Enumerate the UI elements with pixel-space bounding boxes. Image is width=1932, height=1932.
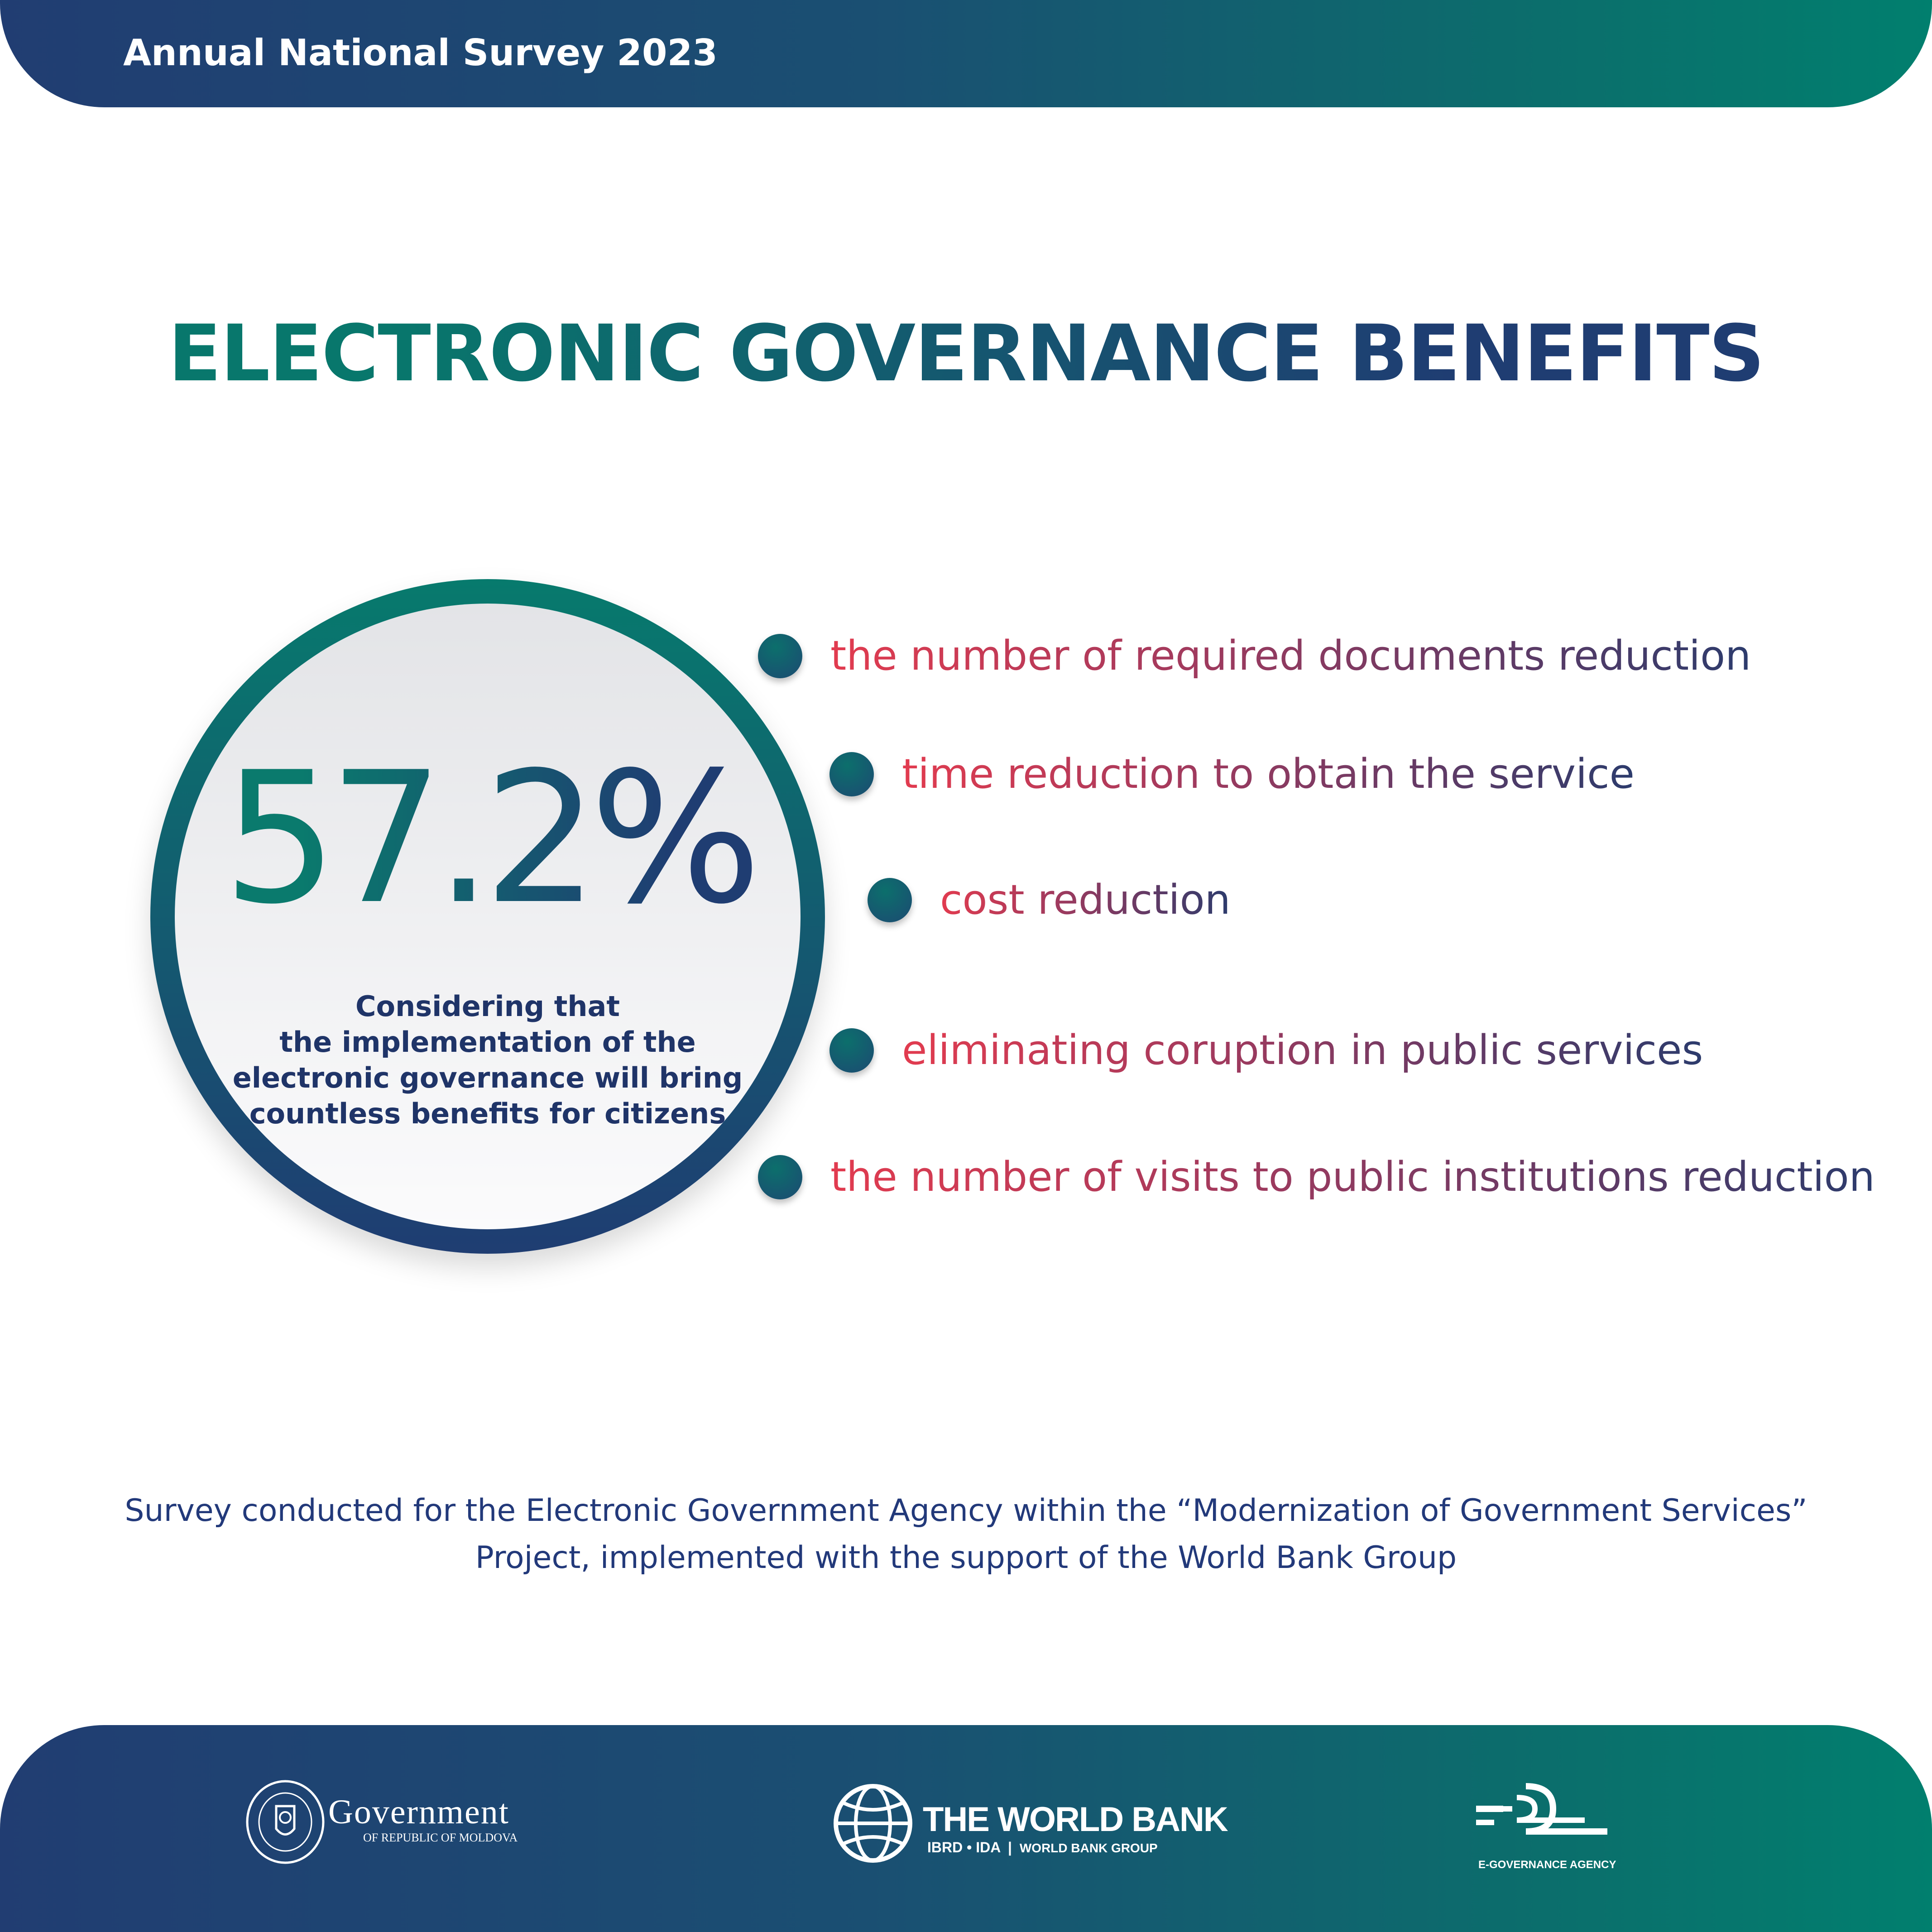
world-bank-group: WORLD BANK GROUP xyxy=(1019,1841,1158,1855)
stat-circle: 57.2% Considering that the implementatio… xyxy=(150,579,825,1254)
footnote-line: Project, implemented with the support of… xyxy=(475,1540,1457,1576)
world-bank-sub: IBRD • IDA | WORLD BANK GROUP xyxy=(927,1839,1158,1856)
page-title: ELECTRONIC GOVERNANCE BENEFITS xyxy=(0,308,1932,399)
header-bar: Annual National Survey 2023 xyxy=(0,0,1932,107)
egov-agency-name: E-GOVERNANCE AGENCY xyxy=(1478,1859,1616,1871)
footnote-line: Survey conducted for the Electronic Gove… xyxy=(125,1493,1807,1529)
benefit-item: cost reduction xyxy=(868,876,1231,924)
bullet-dot-icon xyxy=(868,877,912,922)
benefit-item: time reduction to obtain the service xyxy=(829,750,1635,798)
caption-line: the implementation of the xyxy=(279,1026,696,1059)
caption-line: electronic governance will bring xyxy=(232,1061,743,1094)
globe-icon xyxy=(834,1784,912,1863)
government-sub: OF REPUBLIC OF MOLDOVA xyxy=(363,1831,518,1844)
benefit-text: the number of visits to public instituti… xyxy=(830,1153,1875,1201)
moldova-seal-icon xyxy=(246,1780,325,1864)
bullet-dot-icon xyxy=(758,1155,802,1199)
benefit-text: time reduction to obtain the service xyxy=(902,750,1635,798)
benefit-item: eliminating coruption in public services xyxy=(829,1026,1703,1074)
footer-bar: Government OF REPUBLIC OF MOLDOVA THE WO… xyxy=(0,1725,1932,1932)
benefit-text: the number of required documents reducti… xyxy=(830,632,1751,680)
stat-caption: Considering that the implementation of t… xyxy=(175,988,801,1131)
egov-emblem-icon xyxy=(1476,1783,1607,1835)
bullet-dot-icon xyxy=(758,633,802,678)
header-title: Annual National Survey 2023 xyxy=(123,32,718,74)
government-name: Government xyxy=(328,1793,509,1831)
stat-circle-inner: 57.2% Considering that the implementatio… xyxy=(175,604,801,1229)
world-bank-name: THE WORLD BANK xyxy=(923,1800,1228,1839)
stat-value: 57.2% xyxy=(175,748,801,930)
benefit-item: the number of visits to public instituti… xyxy=(758,1153,1875,1201)
caption-line: Considering that xyxy=(355,990,620,1023)
divider: | xyxy=(1008,1839,1012,1855)
bullet-dot-icon xyxy=(829,1028,874,1073)
benefit-text: eliminating coruption in public services xyxy=(902,1026,1703,1074)
world-bank-ibrd-ida: IBRD • IDA xyxy=(927,1839,1001,1855)
caption-line: countless benefits for citizens xyxy=(249,1097,726,1130)
bullet-dot-icon xyxy=(829,752,874,796)
footnote: Survey conducted for the Electronic Gove… xyxy=(0,1487,1932,1582)
benefit-text: cost reduction xyxy=(940,876,1231,924)
benefit-item: the number of required documents reducti… xyxy=(758,632,1751,680)
